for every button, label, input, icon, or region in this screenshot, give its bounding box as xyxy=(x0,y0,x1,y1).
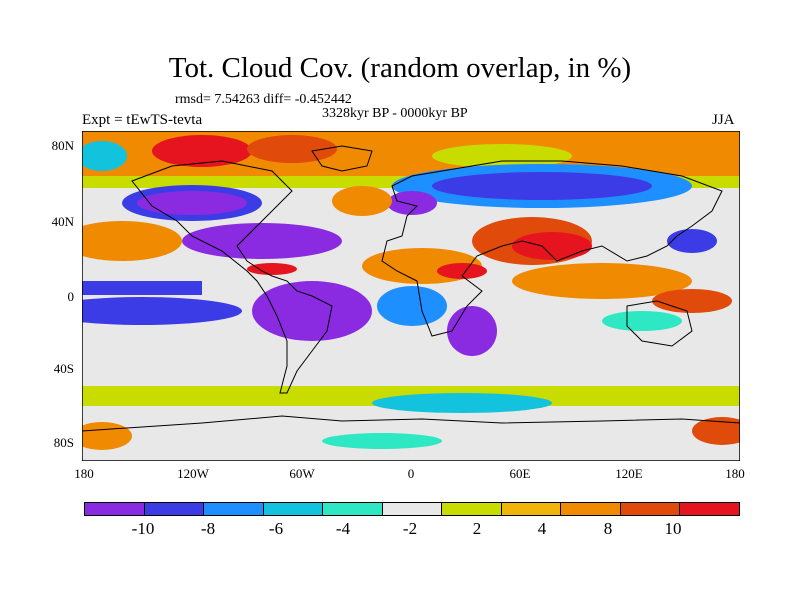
region-siberia-deepblue xyxy=(432,172,652,200)
lon-label: 0 xyxy=(407,466,415,481)
coast-greenland xyxy=(311,145,373,172)
region-southern-ocean-cyan xyxy=(372,393,552,413)
colorbar-swatch xyxy=(501,503,562,515)
region-pacific-arctic-cyan xyxy=(82,141,127,171)
cloud-cover-map xyxy=(82,131,740,461)
region-india-deepred xyxy=(512,232,592,260)
lon-label: 180 xyxy=(74,466,94,481)
region-central-america-red xyxy=(247,263,297,275)
colorbar-label: 4 xyxy=(537,519,547,538)
lon-label: 60W xyxy=(289,466,315,481)
colorbar-swatch xyxy=(442,503,502,515)
region-indian-ocean-orange xyxy=(512,263,692,299)
lon-label: 120W xyxy=(177,466,209,481)
region-south-america-purple xyxy=(252,281,372,341)
coast-antarctica xyxy=(82,415,740,432)
region-west-pacific-red xyxy=(652,289,732,313)
coast-australia xyxy=(626,300,693,347)
region-arctic-red-2 xyxy=(247,135,337,163)
stats-label: rmsd= 7.54263 diff= -0.452442 xyxy=(175,92,352,107)
region-north-pacific-blue xyxy=(667,229,717,253)
region-north-america-purple xyxy=(137,191,247,215)
colorbar-label: 2 xyxy=(472,519,482,538)
lon-label: 60E xyxy=(509,466,531,481)
colorbar-swatch xyxy=(204,503,264,515)
colorbar-swatch xyxy=(382,503,443,515)
region-siberia-yellow xyxy=(432,144,572,168)
lon-label: 120E xyxy=(615,466,643,481)
region-europe-purple xyxy=(387,191,437,215)
region-antarctic-orange-west xyxy=(82,422,132,450)
region-arctic-red-1 xyxy=(152,135,252,167)
colorbar-label: 10 xyxy=(664,519,682,538)
region-australia-teal xyxy=(602,311,682,331)
region-antarctic-red-east xyxy=(692,417,740,445)
lon-label: 180 xyxy=(725,466,745,481)
colorbar-label: -4 xyxy=(335,519,351,538)
lat-label: 80S xyxy=(53,435,74,450)
region-equatorial-pacific-blue xyxy=(82,281,202,295)
colorbar-label: -8 xyxy=(200,519,216,538)
region-east-africa-red xyxy=(437,263,487,279)
region-southern-africa-purple xyxy=(447,306,497,356)
region-north-atlantic-orange xyxy=(332,186,392,216)
map-title: Tot. Cloud Cov. (random overlap, in %) xyxy=(168,52,632,84)
lat-label: 40S xyxy=(53,361,74,376)
colorbar xyxy=(84,502,740,516)
colorbar-label: 8 xyxy=(603,519,613,538)
coast-eurasia-africa xyxy=(381,160,723,337)
colorbar-label: -6 xyxy=(268,519,284,538)
region-east-pacific-orange xyxy=(82,221,182,261)
colorbar-swatch xyxy=(85,503,145,515)
colorbar-swatch xyxy=(620,503,681,515)
lat-label: 40N xyxy=(51,214,74,229)
colorbar-label: -10 xyxy=(131,519,155,538)
experiment-label: Expt = tEwTS-tevta xyxy=(82,112,203,128)
colorbar-swatch xyxy=(144,503,205,515)
region-antarctic-teal xyxy=(322,433,442,449)
coast-americas xyxy=(131,160,333,394)
region-south-atlantic-blue xyxy=(377,286,447,326)
region-south-pacific-blue xyxy=(82,297,242,325)
colorbar-label: -2 xyxy=(402,519,418,538)
lat-label: 0 xyxy=(67,289,75,304)
region-caribbean-purple xyxy=(182,223,342,259)
colorbar-swatch xyxy=(680,503,740,515)
period-label: 3328kyr BP - 0000kyr BP xyxy=(322,106,468,121)
coastlines xyxy=(82,145,740,432)
colorbar-swatch xyxy=(323,503,383,515)
lat-label: 80N xyxy=(51,138,74,153)
colorbar-swatch xyxy=(561,503,621,515)
season-label: JJA xyxy=(712,112,735,128)
colorbar-swatch xyxy=(263,503,324,515)
